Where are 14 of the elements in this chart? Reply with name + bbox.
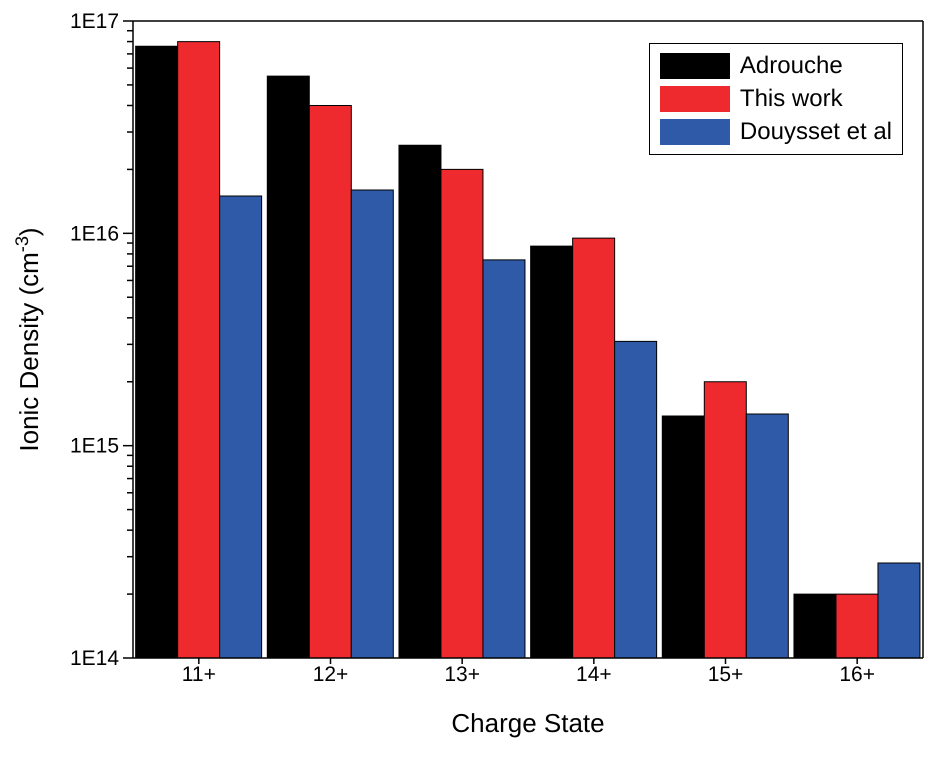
legend-label: This work xyxy=(740,84,843,114)
x-tick-label: 13+ xyxy=(444,662,480,686)
x-axis-title: Charge State xyxy=(451,708,605,738)
x-tick-label: 15+ xyxy=(708,662,744,686)
x-tick-label: 16+ xyxy=(839,662,875,686)
x-tick-label: 11+ xyxy=(182,662,216,686)
y-tick-label: 1E14 xyxy=(70,647,120,670)
legend-label: Adrouche xyxy=(740,51,843,81)
y-tick-label: 1E17 xyxy=(70,10,119,33)
x-tick-label: 14+ xyxy=(576,662,612,686)
y-tick-label: 1E15 xyxy=(70,434,119,458)
legend-label: Douysset et al xyxy=(740,117,892,147)
x-tick-label: 12+ xyxy=(312,662,348,686)
y-tick-label: 1E16 xyxy=(70,222,119,246)
